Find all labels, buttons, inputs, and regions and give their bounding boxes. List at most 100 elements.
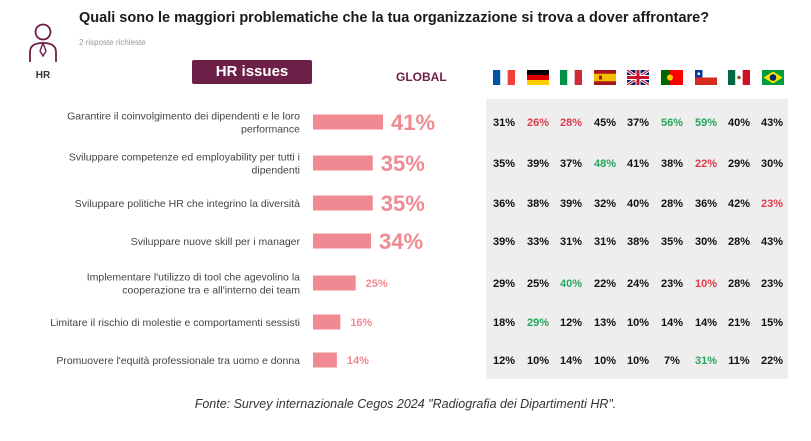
category-label: Sviluppare competenze ed employability p… (69, 152, 300, 164)
country-table-background (486, 99, 788, 379)
flag-uk-icon (627, 70, 649, 85)
country-value: 56% (661, 117, 683, 129)
country-value: 31% (560, 236, 582, 248)
country-value: 22% (594, 278, 616, 290)
category-label: Promuovere l'equità professionale tra uo… (56, 355, 300, 367)
flag-brazil-icon (762, 70, 784, 85)
chart-subtitle: 2 risposte richieste (79, 38, 146, 47)
country-value: 40% (728, 117, 750, 129)
category-label: cooperazione tra e all'interno dei team (122, 285, 300, 297)
country-value: 36% (695, 198, 717, 210)
category-label: performance (241, 124, 300, 136)
hr-person-icon (29, 23, 57, 62)
bar-value-label: 16% (350, 317, 372, 329)
bar (313, 195, 373, 211)
category-label: Sviluppare nuove skill per i manager (131, 236, 301, 248)
flag-chile-icon (695, 70, 717, 85)
country-value: 28% (560, 117, 582, 129)
country-value: 26% (527, 117, 549, 129)
global-column-header: GLOBAL (396, 70, 447, 84)
country-value: 30% (761, 158, 783, 170)
country-value: 31% (594, 236, 616, 248)
country-value: 13% (594, 317, 616, 329)
country-value: 29% (493, 278, 515, 290)
flag-germany-icon (527, 70, 549, 85)
bar (313, 275, 356, 291)
country-value: 29% (527, 317, 549, 329)
country-value: 35% (493, 158, 515, 170)
country-value: 23% (761, 198, 783, 210)
country-value: 32% (594, 198, 616, 210)
country-value: 29% (728, 158, 750, 170)
country-value: 22% (695, 158, 717, 170)
source-footnote: Fonte: Survey internazionale Cegos 2024 … (194, 397, 617, 411)
country-value: 38% (661, 158, 683, 170)
country-value: 14% (661, 317, 683, 329)
country-value: 28% (661, 198, 683, 210)
country-value: 10% (594, 355, 616, 367)
category-label: Sviluppare politiche HR che integrino la… (75, 198, 300, 210)
bar-value-label: 41% (391, 110, 435, 135)
chart-title: Quali sono le maggiori problematiche che… (79, 10, 710, 26)
country-value: 7% (664, 355, 680, 367)
bar (313, 314, 341, 330)
country-value: 14% (560, 355, 582, 367)
country-value: 45% (594, 117, 616, 129)
country-value: 15% (761, 317, 783, 329)
country-value: 42% (728, 198, 750, 210)
country-value: 28% (728, 278, 750, 290)
country-value: 24% (627, 278, 649, 290)
country-value: 12% (493, 355, 515, 367)
bar (313, 233, 372, 249)
country-value: 39% (493, 236, 515, 248)
country-value: 38% (527, 198, 549, 210)
flag-mexico-icon (728, 70, 750, 85)
flag-france-icon (493, 70, 515, 85)
country-value: 39% (560, 198, 582, 210)
bar-value-label: 35% (381, 151, 425, 176)
category-label: Limitare il rischio di molestie e compor… (50, 317, 300, 329)
country-value: 31% (695, 355, 717, 367)
country-value: 12% (560, 317, 582, 329)
country-value: 23% (761, 278, 783, 290)
country-value: 37% (627, 117, 649, 129)
bar-value-label: 25% (366, 278, 388, 290)
flag-portugal-icon (661, 70, 683, 85)
hr-issues-header: HR issues (192, 60, 312, 84)
country-value: 38% (627, 236, 649, 248)
country-value: 10% (627, 317, 649, 329)
country-value: 39% (527, 158, 549, 170)
country-value: 43% (761, 236, 783, 248)
country-value: 25% (527, 278, 549, 290)
country-value: 11% (728, 355, 750, 367)
country-value: 40% (560, 278, 582, 290)
country-value: 43% (761, 117, 783, 129)
country-value: 23% (661, 278, 683, 290)
bar-value-label: 34% (379, 229, 423, 254)
country-value: 10% (527, 355, 549, 367)
country-value: 40% (627, 198, 649, 210)
country-value: 18% (493, 317, 515, 329)
flag-italy-icon (560, 70, 582, 85)
country-value: 21% (728, 317, 750, 329)
country-value: 35% (661, 236, 683, 248)
country-value: 37% (560, 158, 582, 170)
bar (313, 352, 337, 368)
bar (313, 114, 383, 130)
bar (313, 155, 373, 171)
flag-spain-icon (594, 70, 616, 85)
bar-value-label: 14% (347, 355, 369, 367)
country-value: 10% (695, 278, 717, 290)
country-value: 14% (695, 317, 717, 329)
country-value: 41% (627, 158, 649, 170)
country-value: 30% (695, 236, 717, 248)
country-value: 22% (761, 355, 783, 367)
country-value: 36% (493, 198, 515, 210)
hr-icon-label: HR (35, 70, 51, 81)
country-value: 31% (493, 117, 515, 129)
category-label: dipendenti (252, 165, 300, 177)
country-value: 59% (695, 117, 717, 129)
country-value: 33% (527, 236, 549, 248)
category-label: Implementare l'utilizzo di tool che agev… (87, 272, 300, 284)
